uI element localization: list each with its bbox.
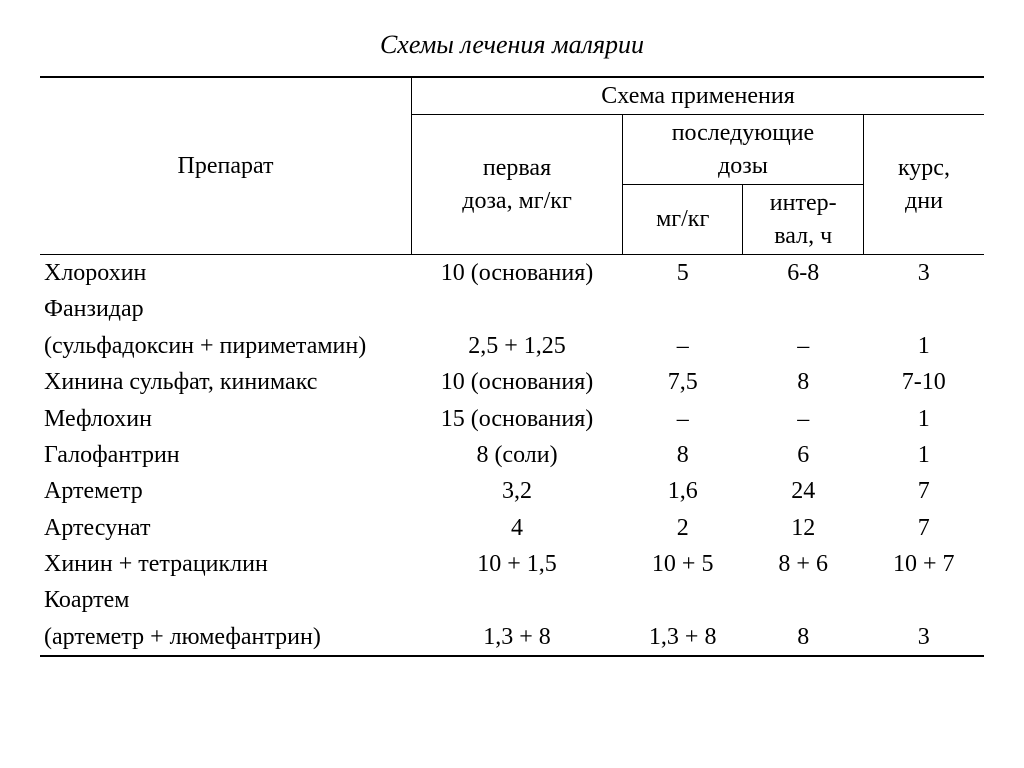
cell-value: – bbox=[743, 401, 864, 437]
cell-name: Мефлохин bbox=[40, 401, 412, 437]
table-row: Артеметр3,21,6247 bbox=[40, 473, 984, 509]
cell-value: – bbox=[622, 401, 743, 437]
table-row: Галофантрин8 (соли)861 bbox=[40, 437, 984, 473]
table-row: Артесунат42127 bbox=[40, 510, 984, 546]
th-interval: интер-вал, ч bbox=[743, 185, 864, 255]
table-row: Хлорохин10 (основания)56-83 bbox=[40, 254, 984, 291]
cell-value: 10 + 7 bbox=[863, 546, 984, 582]
cell-value: 15 (основания) bbox=[412, 401, 623, 437]
cell-value: 10 (основания) bbox=[412, 254, 623, 291]
cell-value: 8 bbox=[743, 619, 864, 656]
cell-name: Хинина сульфат, кинимакс bbox=[40, 364, 412, 400]
table-row: Мефлохин15 (основания)––1 bbox=[40, 401, 984, 437]
cell-name: (сульфадоксин + пириметамин) bbox=[40, 328, 412, 364]
cell-name: Хлорохин bbox=[40, 254, 412, 291]
cell-value: 1,3 + 8 bbox=[412, 619, 623, 656]
table-row: Фанзидар bbox=[40, 291, 984, 327]
cell-name: Фанзидар bbox=[40, 291, 412, 327]
cell-value: 10 (основания) bbox=[412, 364, 623, 400]
cell-value bbox=[743, 582, 864, 618]
cell-value bbox=[863, 582, 984, 618]
cell-value: 5 bbox=[622, 254, 743, 291]
cell-name: Артеметр bbox=[40, 473, 412, 509]
cell-value: 24 bbox=[743, 473, 864, 509]
table-row: (артеметр + люмефантрин)1,3 + 81,3 + 883 bbox=[40, 619, 984, 656]
cell-name: Артесунат bbox=[40, 510, 412, 546]
cell-value: 4 bbox=[412, 510, 623, 546]
cell-value: 7 bbox=[863, 510, 984, 546]
cell-value: 6 bbox=[743, 437, 864, 473]
cell-value: 3 bbox=[863, 254, 984, 291]
table-body: Хлорохин10 (основания)56-83Фанзидар(суль… bbox=[40, 254, 984, 656]
cell-value bbox=[743, 291, 864, 327]
cell-value: 7 bbox=[863, 473, 984, 509]
table-row: (сульфадоксин + пириметамин)2,5 + 1,25––… bbox=[40, 328, 984, 364]
th-preparat: Препарат bbox=[40, 77, 412, 254]
cell-name: Галофантрин bbox=[40, 437, 412, 473]
cell-value: 10 + 1,5 bbox=[412, 546, 623, 582]
th-course: курс,дни bbox=[863, 115, 984, 255]
treatment-table: Препарат Схема применения перваядоза, мг… bbox=[40, 76, 984, 657]
table-title: Схемы лечения малярии bbox=[40, 30, 984, 60]
cell-value: 1 bbox=[863, 328, 984, 364]
cell-name: (артеметр + люмефантрин) bbox=[40, 619, 412, 656]
cell-value: 1,6 bbox=[622, 473, 743, 509]
cell-value: 3,2 bbox=[412, 473, 623, 509]
th-schema: Схема применения bbox=[412, 77, 984, 115]
cell-value: 7,5 bbox=[622, 364, 743, 400]
cell-value bbox=[863, 291, 984, 327]
cell-value: 8 (соли) bbox=[412, 437, 623, 473]
cell-value bbox=[412, 582, 623, 618]
th-mgkg: мг/кг bbox=[622, 185, 743, 255]
cell-value: 8 + 6 bbox=[743, 546, 864, 582]
cell-value bbox=[412, 291, 623, 327]
cell-value: 12 bbox=[743, 510, 864, 546]
cell-value: 6-8 bbox=[743, 254, 864, 291]
cell-value: 1 bbox=[863, 401, 984, 437]
table-row: Коартем bbox=[40, 582, 984, 618]
cell-value: – bbox=[622, 328, 743, 364]
cell-value: 2,5 + 1,25 bbox=[412, 328, 623, 364]
cell-value: 3 bbox=[863, 619, 984, 656]
table-row: Хинин + тетрациклин10 + 1,510 + 58 + 610… bbox=[40, 546, 984, 582]
th-first-dose: перваядоза, мг/кг bbox=[412, 115, 623, 255]
cell-value: 7-10 bbox=[863, 364, 984, 400]
cell-value: 8 bbox=[743, 364, 864, 400]
cell-value: 1,3 + 8 bbox=[622, 619, 743, 656]
cell-value bbox=[622, 582, 743, 618]
cell-name: Коартем bbox=[40, 582, 412, 618]
table-row: Хинина сульфат, кинимакс10 (основания)7,… bbox=[40, 364, 984, 400]
cell-value: 1 bbox=[863, 437, 984, 473]
cell-name: Хинин + тетрациклин bbox=[40, 546, 412, 582]
cell-value: 10 + 5 bbox=[622, 546, 743, 582]
cell-value: 2 bbox=[622, 510, 743, 546]
cell-value: – bbox=[743, 328, 864, 364]
cell-value: 8 bbox=[622, 437, 743, 473]
cell-value bbox=[622, 291, 743, 327]
th-subsequent: последующиедозы bbox=[622, 115, 863, 185]
